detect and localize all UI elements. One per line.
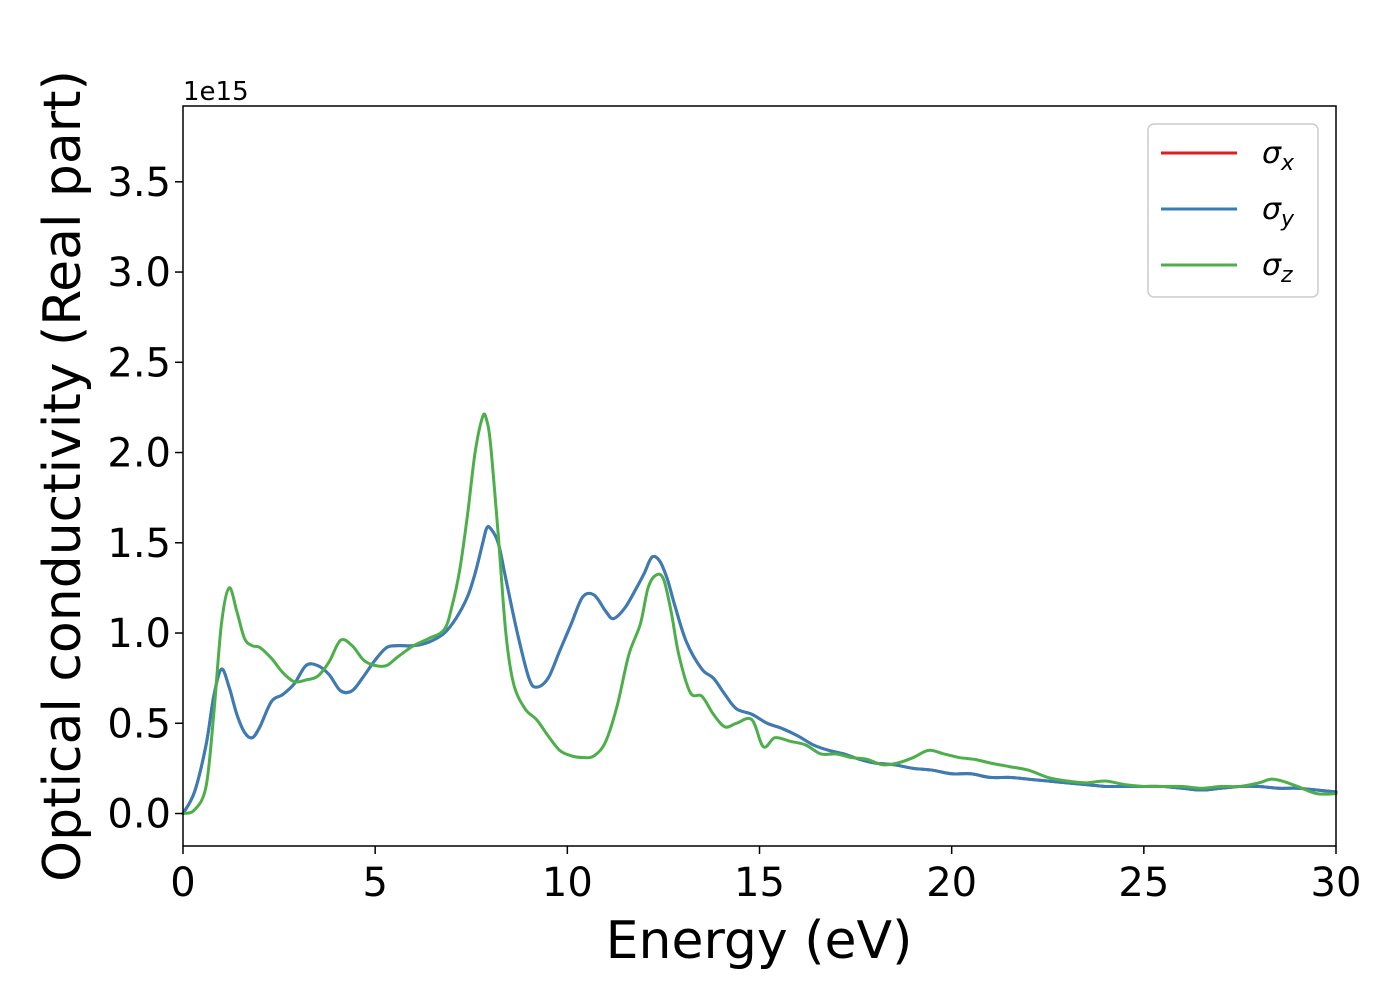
legend: σx σy σz [1147, 123, 1319, 298]
y-tick-label: 1.5 [107, 521, 171, 567]
series-line-z [181, 412, 1338, 816]
ticks-layer: 0 5 10 15 20 25 30 0.0 0.5 1.0 1.5 2.0 2.5 3.0 3.5 [107, 160, 1361, 906]
y-tick-label: 1.0 [107, 611, 171, 657]
x-tick-label: 10 [542, 860, 593, 906]
x-tick-label: 20 [926, 860, 977, 906]
x-tick-label: 5 [362, 860, 387, 906]
x-axis-label: Energy (eV) [606, 911, 913, 971]
y-tick-label: 3.0 [107, 250, 171, 296]
legend-label-x: σx [1262, 136, 1295, 176]
y-tick-label: 0.5 [107, 701, 171, 747]
legend-label-y: σy [1262, 192, 1295, 232]
y-tick-label: 2.0 [107, 431, 171, 477]
y-tick-label: 0.0 [107, 792, 171, 838]
plot-area [183, 106, 1336, 846]
x-tick-label: 30 [1311, 860, 1362, 906]
x-tick-label: 25 [1118, 860, 1169, 906]
x-tick-label: 15 [734, 860, 785, 906]
series-layer [181, 412, 1338, 816]
y-tick-label: 3.5 [107, 160, 171, 206]
y-offset-label: 1e15 [183, 77, 249, 107]
legend-label-z: σz [1262, 248, 1293, 288]
x-tick-label: 0 [170, 860, 195, 906]
y-axis-label: Optical conductivity (Real part) [33, 70, 93, 882]
y-tick-label: 2.5 [107, 340, 171, 386]
